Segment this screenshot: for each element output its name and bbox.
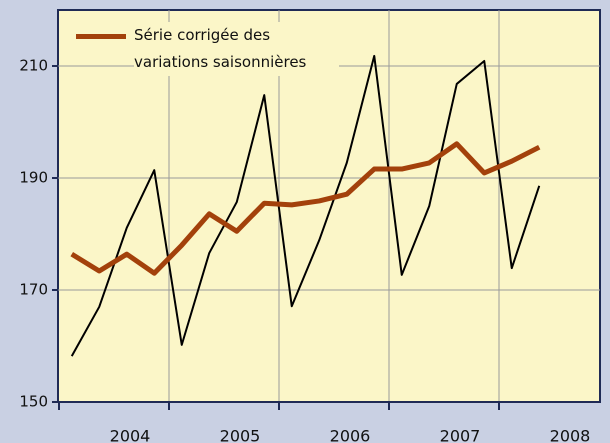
legend-swatch [76,34,126,39]
y-tick-label: 190 [19,169,48,187]
y-tick-label: 210 [19,57,48,75]
x-tick-label: 2007 [440,427,481,443]
series-line [70,54,541,357]
y-tick-label: 150 [19,393,48,411]
x-tick-label: 2006 [330,427,371,443]
y-tick-label: 170 [19,281,48,299]
series-line [70,141,541,276]
legend-label: Série corrigée des variations saisonnièr… [134,22,339,76]
x-tick-label: 2004 [110,427,151,443]
axes: 150 170 190 210 2004 2005 2006 2007 2008 [19,57,600,443]
x-tick-label: 2008 [550,427,591,443]
x-tick-label: 2005 [220,427,261,443]
marks [70,54,541,357]
